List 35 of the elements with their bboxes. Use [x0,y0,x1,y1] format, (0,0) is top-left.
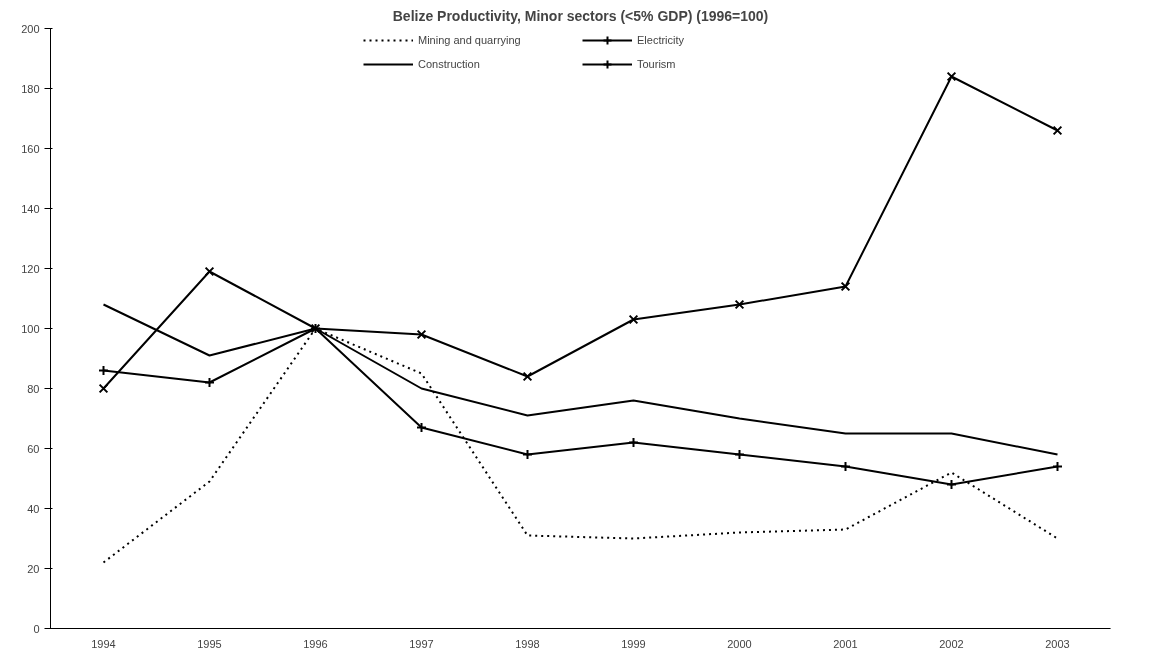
point [946,71,957,82]
x-tick-label: 1998 [515,637,540,650]
x-tick-label: 2002 [939,637,964,650]
point [1052,125,1063,136]
legend-label: Electricity [637,34,686,46]
point [840,281,851,292]
point [204,266,215,277]
x-tick-label: 2003 [1045,637,1070,650]
point [734,299,745,310]
x-tick-label: 1999 [621,637,646,650]
x-tick-label: 2001 [833,637,858,650]
y-tick-label: 200 [21,22,40,35]
legend-label: Construction [418,58,481,70]
legend-label: Tourism [637,58,677,70]
x-tick-label: 2000 [727,637,752,650]
legend-label: Mining and quarrying [418,34,522,46]
point [628,314,639,325]
y-tick-label: 180 [21,82,40,95]
point [416,329,427,340]
y-tick-label: 80 [27,382,40,395]
y-tick-label: 40 [27,502,40,515]
x-tick-label: 1997 [409,637,434,650]
point [522,371,533,382]
y-tick-label: 60 [27,442,40,455]
x-tick-label: 1995 [197,637,222,650]
y-tick-label: 0 [33,622,40,635]
chart-title: Belize Productivity, Minor sectors (<5% GDP) (1996=100) [392,7,769,24]
y-tick-label: 100 [21,322,40,335]
y-tick-label: 120 [21,262,40,275]
y-tick-label: 20 [27,562,40,575]
y-tick-label: 140 [21,202,40,215]
x-tick-label: 1994 [91,637,116,650]
point [98,383,109,394]
x-tick-label: 1996 [303,637,328,650]
y-tick-label: 160 [21,142,40,155]
